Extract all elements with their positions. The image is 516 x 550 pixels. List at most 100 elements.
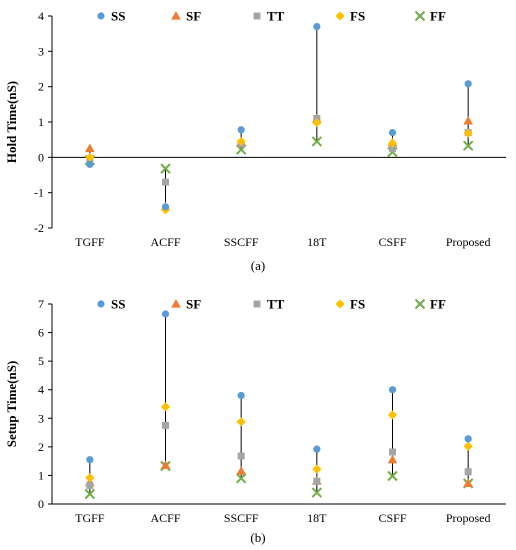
- point-ff-proposed: [462, 140, 474, 151]
- point-tt-acff: [162, 178, 169, 186]
- point-ff-18t: [311, 136, 323, 147]
- y-tick-label: 0: [38, 150, 44, 164]
- point-fs-sscff: [236, 136, 246, 147]
- point-tt-tgff: [86, 481, 94, 489]
- y-tick-labels: 0 1 2 3 4 5 6 7: [38, 297, 44, 511]
- y-tick-label: 7: [38, 297, 44, 311]
- point-ss-proposed: [464, 435, 472, 443]
- axes: [48, 15, 506, 229]
- legend-label-ff: FF: [430, 297, 446, 312]
- x-tick-label-sscff: SSCFF: [224, 235, 259, 249]
- legend-label-fs: FS: [350, 9, 365, 24]
- legend-label-sf: SF: [186, 297, 201, 312]
- x-tick-label-sscff: SSCFF: [224, 511, 259, 525]
- legend-label-tt: TT: [267, 9, 285, 24]
- y-tick-label: 0: [38, 497, 44, 511]
- legend-label-ff: FF: [430, 9, 446, 24]
- legend: SS SF TT FS FF: [97, 9, 446, 24]
- x-tick-labels: TGFF ACFF SSCFF 18T CSFF Proposed: [75, 235, 490, 249]
- legend-marker-sf: [171, 299, 181, 308]
- y-tick-label: 4: [38, 383, 44, 397]
- point-sf-proposed: [463, 478, 473, 488]
- point-fs-sscff: [236, 417, 246, 427]
- legend-marker-fs: [335, 11, 345, 21]
- x-tick-labels: TGFF ACFF SSCFF 18T CSFF Proposed: [75, 511, 490, 525]
- hold-time-chart: -2 -1 0 1 2 3 4 TGFF ACFF SSCFF 18T CSFF Proposed S…: [4, 9, 506, 273]
- legend-label-ss: SS: [111, 297, 125, 312]
- legend-marker-tt: [253, 300, 261, 308]
- y-tick-label: 4: [38, 9, 44, 23]
- y-tick-label: -1: [34, 186, 44, 200]
- point-sf-csff: [387, 454, 398, 464]
- y-tick-label: 2: [38, 440, 44, 454]
- y-tick-label: 5: [38, 354, 44, 368]
- point-fs-acff: [160, 402, 171, 412]
- y-tick-label: 1: [38, 468, 44, 482]
- legend-marker-ff: [414, 298, 426, 310]
- point-sf-acff: [160, 460, 171, 470]
- legend-marker-ff: [414, 10, 426, 22]
- y-axis-label: Hold Time(nS): [4, 81, 19, 163]
- x-tick-label-proposed: Proposed: [446, 235, 491, 249]
- point-ss-acff: [161, 310, 170, 318]
- point-sf-tgff: [85, 143, 95, 153]
- point-tt-proposed: [464, 468, 472, 476]
- point-sf-proposed: [463, 115, 473, 125]
- y-tick-label: 6: [38, 326, 44, 340]
- x-tick-label-proposed: Proposed: [446, 511, 491, 525]
- legend: SS SF TT FS FF: [97, 297, 446, 312]
- x-tick-label-csff: CSFF: [378, 511, 406, 525]
- point-tt-18t: [313, 477, 321, 485]
- y-tick-labels: -2 -1 0 1 2 3 4: [34, 9, 44, 235]
- point-fs-18t: [312, 464, 322, 474]
- x-tick-label-tgff: TGFF: [75, 511, 105, 525]
- data-points: [84, 310, 474, 500]
- panel-label-b: (b): [250, 530, 265, 545]
- y-axis-label: Setup Time(nS): [4, 361, 19, 448]
- point-fs-proposed: [463, 128, 473, 138]
- x-tick-label-acff: ACFF: [150, 235, 180, 249]
- range-lines: [89, 26, 469, 210]
- legend-marker-fs: [335, 299, 345, 309]
- x-tick-label-csff: CSFF: [378, 235, 406, 249]
- point-ss-acff: [161, 203, 170, 211]
- panel-label-a: (a): [251, 258, 265, 273]
- point-ss-sscff: [237, 126, 245, 134]
- point-fs-proposed: [463, 441, 473, 451]
- legend-marker-ss: [97, 12, 105, 20]
- point-ff-tgff: [84, 488, 96, 500]
- point-fs-tgff: [85, 152, 95, 162]
- point-ff-acff: [160, 163, 171, 174]
- legend-marker-tt: [253, 12, 261, 20]
- point-sf-sscff: [236, 466, 246, 475]
- point-ss-sscff: [237, 391, 245, 400]
- legend-label-fs: FS: [350, 297, 365, 312]
- point-ss-tgff: [86, 456, 94, 464]
- point-ss-tgff: [86, 160, 94, 168]
- point-fs-18t: [312, 118, 322, 128]
- point-tt-csff: [389, 448, 396, 456]
- y-tick-label: 1: [38, 115, 44, 129]
- setup-time-chart: 0 1 2 3 4 5 6 7 TGFF ACFF SSCFF 18T CSFF Proposed SS…: [4, 297, 506, 545]
- point-fs-csff: [387, 410, 398, 420]
- y-tick-label: 3: [38, 44, 44, 58]
- legend-marker-sf: [171, 11, 181, 20]
- y-tick-label: 2: [38, 80, 44, 94]
- x-tick-label-tgff: TGFF: [75, 235, 105, 249]
- axes: [48, 303, 506, 505]
- legend-label-ss: SS: [111, 9, 125, 24]
- y-tick-label: 3: [38, 411, 44, 425]
- point-tt-sscff: [237, 452, 245, 460]
- point-ss-proposed: [464, 80, 472, 88]
- range-lines: [89, 314, 469, 494]
- point-ss-csff: [388, 129, 397, 137]
- point-ss-csff: [388, 386, 397, 394]
- point-tt-csff: [389, 145, 396, 152]
- legend-label-tt: TT: [267, 297, 285, 312]
- x-tick-label-18t: 18T: [307, 511, 327, 525]
- y-tick-label: -2: [34, 221, 44, 235]
- point-fs-tgff: [85, 473, 95, 483]
- point-ss-18t: [313, 23, 321, 31]
- point-ff-csff: [387, 470, 398, 482]
